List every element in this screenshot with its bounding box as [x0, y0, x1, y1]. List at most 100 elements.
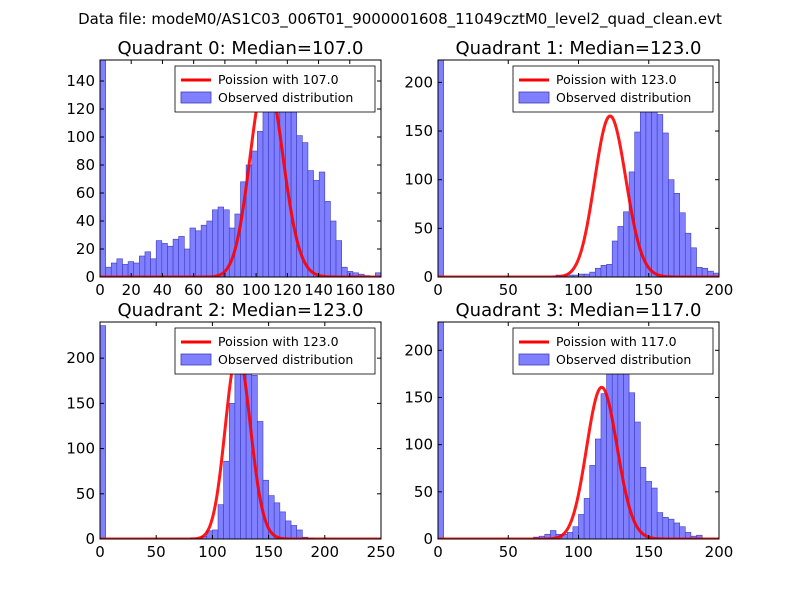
histogram-bar — [308, 171, 314, 277]
y-tick-label: 50 — [414, 219, 433, 237]
histogram-bar — [212, 210, 218, 277]
histogram-bar — [657, 513, 663, 539]
histogram-bar — [668, 519, 674, 539]
legend-label-poisson: Poission with 107.0 — [218, 72, 339, 87]
histogram-bar — [285, 521, 291, 539]
x-tick-label: 150 — [634, 281, 663, 299]
histogram-bar — [623, 360, 629, 539]
y-tick-label: 100 — [66, 128, 95, 146]
histogram-bar — [145, 252, 151, 277]
y-tick-label: 20 — [76, 240, 95, 258]
histogram-bar — [162, 243, 168, 277]
x-tick-label: 200 — [310, 543, 339, 561]
y-tick-label: 150 — [404, 388, 433, 406]
histogram-bar — [196, 231, 202, 277]
histogram-bar — [584, 498, 590, 539]
x-tick-label: 80 — [215, 281, 234, 299]
x-tick-label: 100 — [198, 543, 227, 561]
histogram-bar — [646, 102, 652, 277]
histogram-bar — [100, 60, 106, 277]
histogram-bar — [646, 481, 652, 539]
x-tick-label: 250 — [367, 543, 396, 561]
panel-2: 0 50 100 150 200 250050100150200Quadrant 2: M… — [66, 300, 395, 561]
histogram-bar — [336, 241, 342, 277]
y-tick-label: 100 — [404, 436, 433, 454]
x-tick-label: 0 — [95, 543, 105, 561]
histogram-bar — [269, 95, 275, 277]
y-tick-label: 50 — [414, 483, 433, 501]
y-tick-label: 100 — [66, 440, 95, 458]
histogram-bar — [134, 263, 140, 277]
histogram-bar — [601, 394, 607, 539]
histogram-bar — [595, 439, 601, 539]
legend-bar-swatch — [519, 354, 549, 365]
y-tick-label: 0 — [85, 530, 95, 548]
histogram-bar — [235, 365, 241, 539]
x-tick-label: 50 — [499, 543, 518, 561]
histogram-bar — [173, 239, 179, 277]
x-tick-label: 120 — [273, 281, 302, 299]
panel-title: Quadrant 3: Median=117.0 — [456, 300, 702, 321]
legend-bar-swatch — [181, 92, 211, 103]
histogram-bar — [325, 201, 331, 277]
histogram-bar — [263, 109, 269, 277]
y-tick-label: 0 — [423, 530, 433, 548]
y-tick-label: 120 — [66, 100, 95, 118]
histogram-bar — [167, 246, 173, 277]
figure: Data file: modeM0/AS1C03_006T01_90000016… — [0, 0, 800, 600]
histogram-bar — [111, 263, 117, 277]
histogram-bar — [590, 465, 596, 539]
histogram-bar — [117, 259, 123, 277]
histogram-bar — [274, 503, 280, 539]
histogram-bar — [184, 249, 190, 277]
y-tick-label: 200 — [404, 73, 433, 91]
y-tick-label: 140 — [66, 72, 95, 90]
x-tick-label: 0 — [95, 281, 105, 299]
histogram-bar — [122, 264, 128, 277]
y-tick-label: 100 — [404, 171, 433, 189]
x-tick-label: 100 — [242, 281, 271, 299]
legend-label-observed: Observed distribution — [556, 352, 691, 367]
y-tick-label: 200 — [404, 341, 433, 359]
histogram-bar — [319, 172, 325, 277]
figure-title: Data file: modeM0/AS1C03_006T01_90000016… — [78, 10, 722, 29]
x-tick-label: 20 — [122, 281, 141, 299]
legend: Poission with 123.0 Observed distribution — [175, 328, 375, 374]
histogram-bar — [640, 467, 646, 539]
histogram-bar — [685, 233, 691, 277]
histogram-bar — [151, 259, 157, 277]
legend-label-observed: Observed distribution — [556, 90, 691, 105]
legend-label-poisson: Poission with 117.0 — [556, 334, 677, 349]
legend-bar-swatch — [181, 354, 211, 365]
histogram-bar — [100, 326, 106, 539]
histogram-bar — [573, 527, 579, 539]
histogram-bar — [201, 225, 207, 277]
panel-title: Quadrant 0: Median=107.0 — [118, 38, 364, 59]
histogram-bar — [179, 236, 185, 277]
histogram-bar — [663, 517, 669, 539]
panel-title: Quadrant 1: Median=123.0 — [456, 38, 702, 59]
histogram-bar — [257, 131, 263, 277]
histogram-bar — [156, 241, 162, 277]
histogram-bar — [207, 221, 213, 277]
x-tick-label: 180 — [367, 281, 396, 299]
histogram-bar — [652, 91, 658, 277]
histogram-bar — [652, 488, 658, 539]
histogram-bar — [218, 207, 224, 277]
histogram-bar — [612, 241, 618, 277]
y-tick-label: 0 — [85, 268, 95, 286]
legend-bar-swatch — [519, 92, 549, 103]
histogram-bar — [595, 268, 601, 277]
histogram-bar — [218, 505, 224, 539]
panel-0: 0 20 40 60 80 100 120 140 160 1800204060801001201… — [66, 38, 395, 299]
x-tick-label: 100 — [564, 281, 593, 299]
histogram-bar — [623, 212, 629, 277]
histogram-bar — [212, 530, 218, 539]
histogram-bar — [280, 512, 286, 539]
y-tick-label: 50 — [76, 485, 95, 503]
histogram-bar — [674, 193, 680, 277]
x-tick-label: 100 — [564, 543, 593, 561]
x-tick-label: 160 — [335, 281, 364, 299]
histogram-bar — [291, 525, 297, 539]
y-tick-label: 60 — [76, 184, 95, 202]
